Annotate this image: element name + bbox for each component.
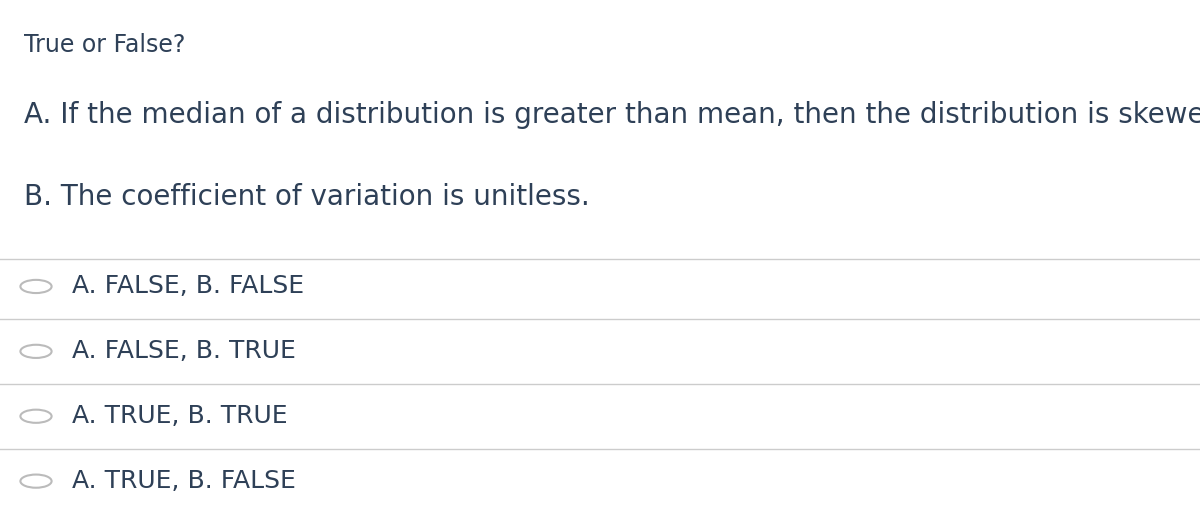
Text: A. If the median of a distribution is greater than mean, then the distribution i: A. If the median of a distribution is gr… [24,101,1200,129]
Text: B. The coefficient of variation is unitless.: B. The coefficient of variation is unitl… [24,183,589,210]
Text: A. TRUE, B. TRUE: A. TRUE, B. TRUE [72,404,288,428]
Text: True or False?: True or False? [24,33,185,57]
Text: A. TRUE, B. FALSE: A. TRUE, B. FALSE [72,469,296,493]
Text: A. FALSE, B. TRUE: A. FALSE, B. TRUE [72,339,296,364]
Text: A. FALSE, B. FALSE: A. FALSE, B. FALSE [72,274,304,299]
